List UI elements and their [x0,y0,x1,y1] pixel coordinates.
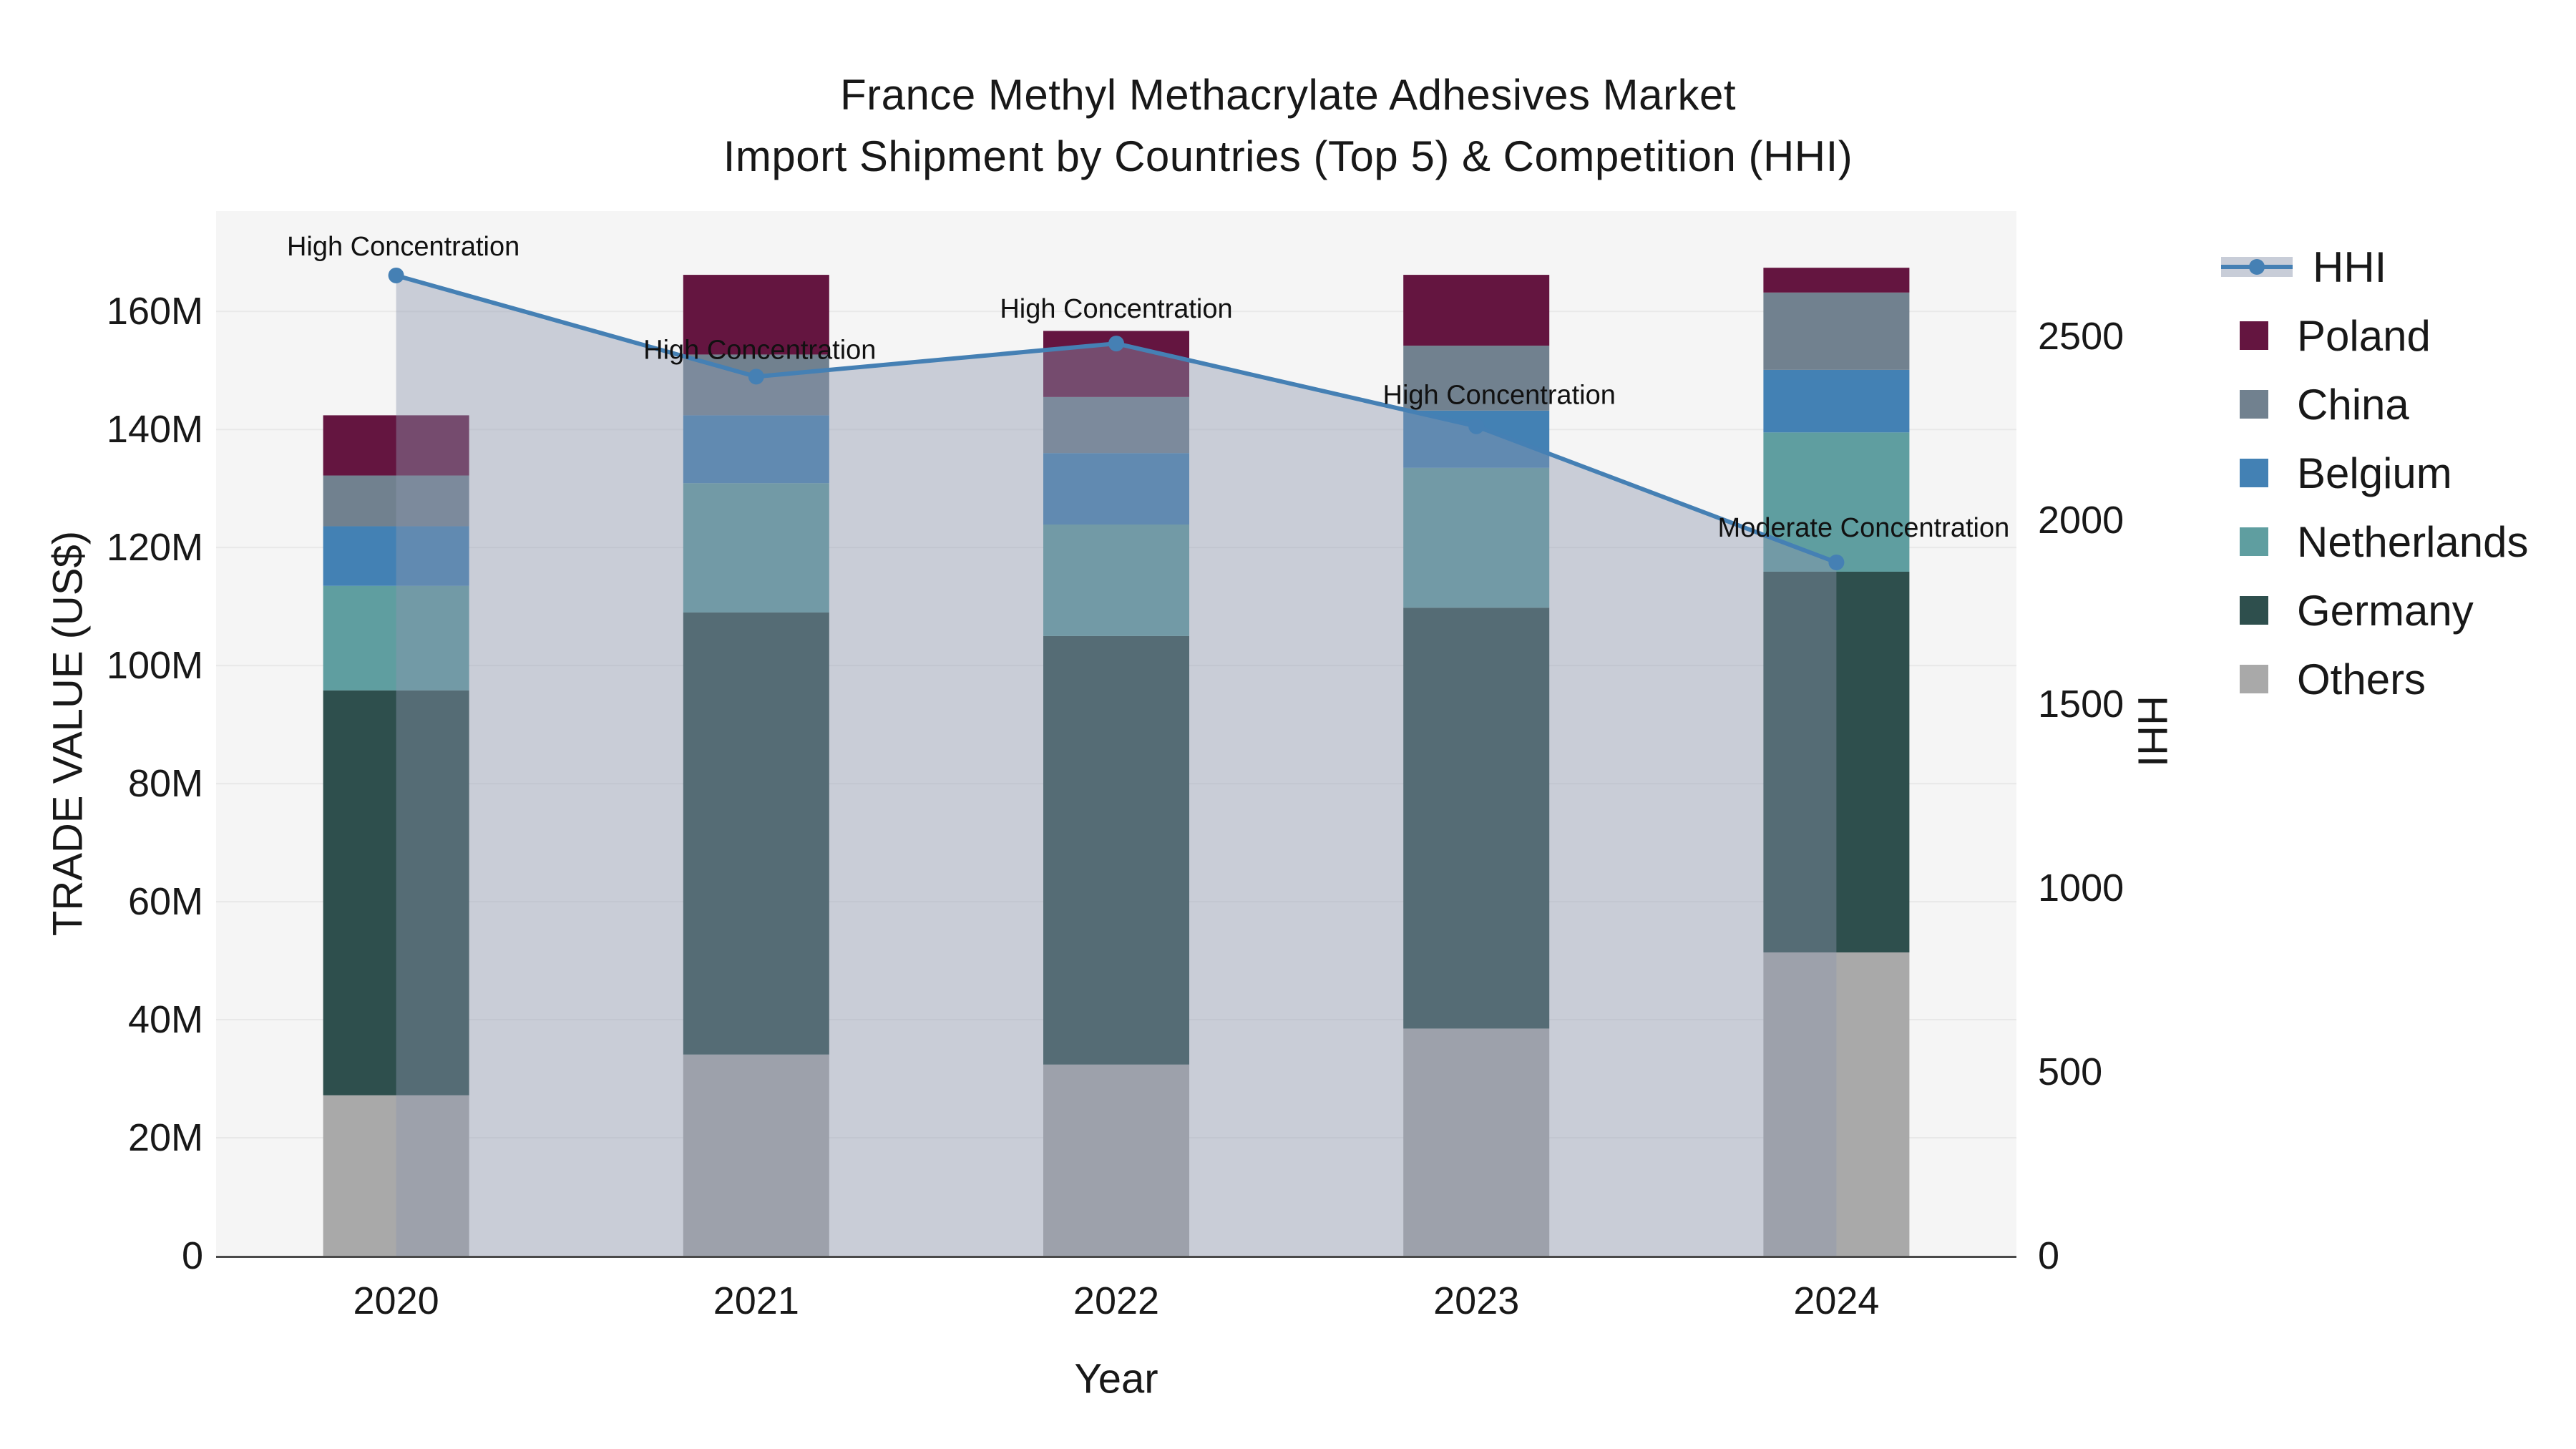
bar-segment-netherlands-2024[interactable] [1763,432,1910,572]
legend-label: Germany [2297,586,2474,635]
legend-item-belgium[interactable]: Belgium [2221,439,2576,507]
legend-label: Poland [2297,311,2431,360]
x-tick-label-2024: 2024 [1793,1279,1879,1322]
y-right-tick-label: 500 [2038,1050,2102,1093]
bar-segment-others-2024[interactable] [1763,952,1910,1256]
bar-segment-china-2020[interactable] [323,475,469,527]
legend-swatch-icon [2240,596,2268,625]
y-right-axis-title: HHI [2129,696,2176,767]
hhi-marker-2023[interactable] [1468,418,1485,434]
bar-segment-china-2024[interactable] [1763,292,1910,370]
y-right-tick-label: 2500 [2038,315,2124,358]
legend-swatch-icon [2240,665,2268,693]
hhi-marker-2024[interactable] [1828,554,1845,570]
chart-title-line1: France Methyl Methacrylate Adhesives Mar… [840,71,1736,119]
annotation-2022: High Concentration [1000,294,1232,324]
bar-segment-germany-2021[interactable] [683,612,829,1055]
legend-line-sample-icon [2221,257,2293,277]
legend-swatch-icon [2240,390,2268,419]
legend-item-others[interactable]: Others [2221,645,2576,713]
y-left-tick-label: 20M [128,1116,203,1159]
bar-segment-belgium-2020[interactable] [323,526,469,586]
hhi-marker-2021[interactable] [748,369,764,385]
bar-segment-belgium-2024[interactable] [1763,369,1910,433]
annotation-2023: High Concentration [1383,381,1616,411]
y-left-tick-label: 100M [107,644,203,687]
x-tick-label-2020: 2020 [353,1279,439,1322]
bar-segment-germany-2023[interactable] [1403,608,1550,1029]
bar-segment-others-2022[interactable] [1043,1064,1189,1256]
y-left-tick-label: 60M [128,880,203,923]
y-left-tick-label: 140M [107,408,203,451]
hhi-marker-2020[interactable] [388,267,404,283]
chart-title-line2: Import Shipment by Countries (Top 5) & C… [723,132,1853,180]
bar-segment-netherlands-2022[interactable] [1043,525,1189,636]
legend: HHI Poland China Belgium Netherlands Germany O… [2221,233,2576,713]
bar-segment-belgium-2022[interactable] [1043,453,1189,525]
legend-label: HHI [2313,243,2387,291]
annotation-2021: High Concentration [643,335,876,365]
bar-segment-germany-2022[interactable] [1043,635,1189,1065]
bar-segment-others-2023[interactable] [1403,1028,1550,1256]
bar-segment-poland-2020[interactable] [323,415,469,476]
bar-segment-china-2022[interactable] [1043,396,1189,454]
legend-label: Belgium [2297,449,2452,497]
bar-segment-poland-2024[interactable] [1763,268,1910,293]
hhi-fill-area [396,275,1837,1256]
x-tick-label-2021: 2021 [713,1279,799,1322]
legend-label: Netherlands [2297,517,2529,566]
legend-swatch-icon [2240,459,2268,487]
y-right-tick-label: 0 [2038,1234,2059,1277]
annotation-2024: Moderate Concentration [1718,513,2010,543]
bar-segment-china-2023[interactable] [1403,346,1550,411]
y-left-tick-label: 160M [107,290,203,333]
y-left-tick-label: 0 [182,1234,203,1277]
legend-item-china[interactable]: China [2221,370,2576,439]
legend-swatch-icon [2240,527,2268,556]
bar-segment-netherlands-2021[interactable] [683,483,829,613]
y-left-tick-label: 40M [128,998,203,1041]
bar-segment-others-2021[interactable] [683,1054,829,1256]
legend-swatch-icon [2240,321,2268,350]
legend-item-poland[interactable]: Poland [2221,301,2576,370]
y-right-tick-label: 2000 [2038,499,2124,542]
legend-label: Others [2297,655,2426,703]
bar-segment-belgium-2021[interactable] [683,415,829,484]
x-tick-label-2023: 2023 [1433,1279,1519,1322]
hhi-marker-2022[interactable] [1108,336,1124,352]
bar-segment-poland-2021[interactable] [683,275,829,355]
legend-label: China [2297,380,2409,429]
y-right-tick-label: 1000 [2038,867,2124,909]
y-left-axis-title: TRADE VALUE (US$) [44,530,92,937]
y-left-tick-label: 120M [107,526,203,569]
legend-item-netherlands[interactable]: Netherlands [2221,507,2576,576]
bar-segment-netherlands-2023[interactable] [1403,467,1550,608]
bar-segment-poland-2023[interactable] [1403,275,1550,346]
annotation-2020: High Concentration [287,232,519,262]
bar-segment-germany-2024[interactable] [1763,571,1910,953]
legend-item-germany[interactable]: Germany [2221,576,2576,645]
legend-marker-dot-icon [2249,259,2265,275]
x-tick-label-2022: 2022 [1073,1279,1159,1322]
legend-item-hhi[interactable]: HHI [2221,233,2576,301]
y-right-tick-label: 1500 [2038,683,2124,726]
y-left-tick-label: 80M [128,762,203,805]
chart-title: France Methyl Methacrylate Adhesives Mar… [0,64,2576,187]
x-axis-title: Year [1074,1355,1158,1402]
bar-segment-germany-2020[interactable] [323,690,469,1096]
bar-segment-netherlands-2020[interactable] [323,585,469,691]
bar-segment-others-2020[interactable] [323,1095,469,1256]
